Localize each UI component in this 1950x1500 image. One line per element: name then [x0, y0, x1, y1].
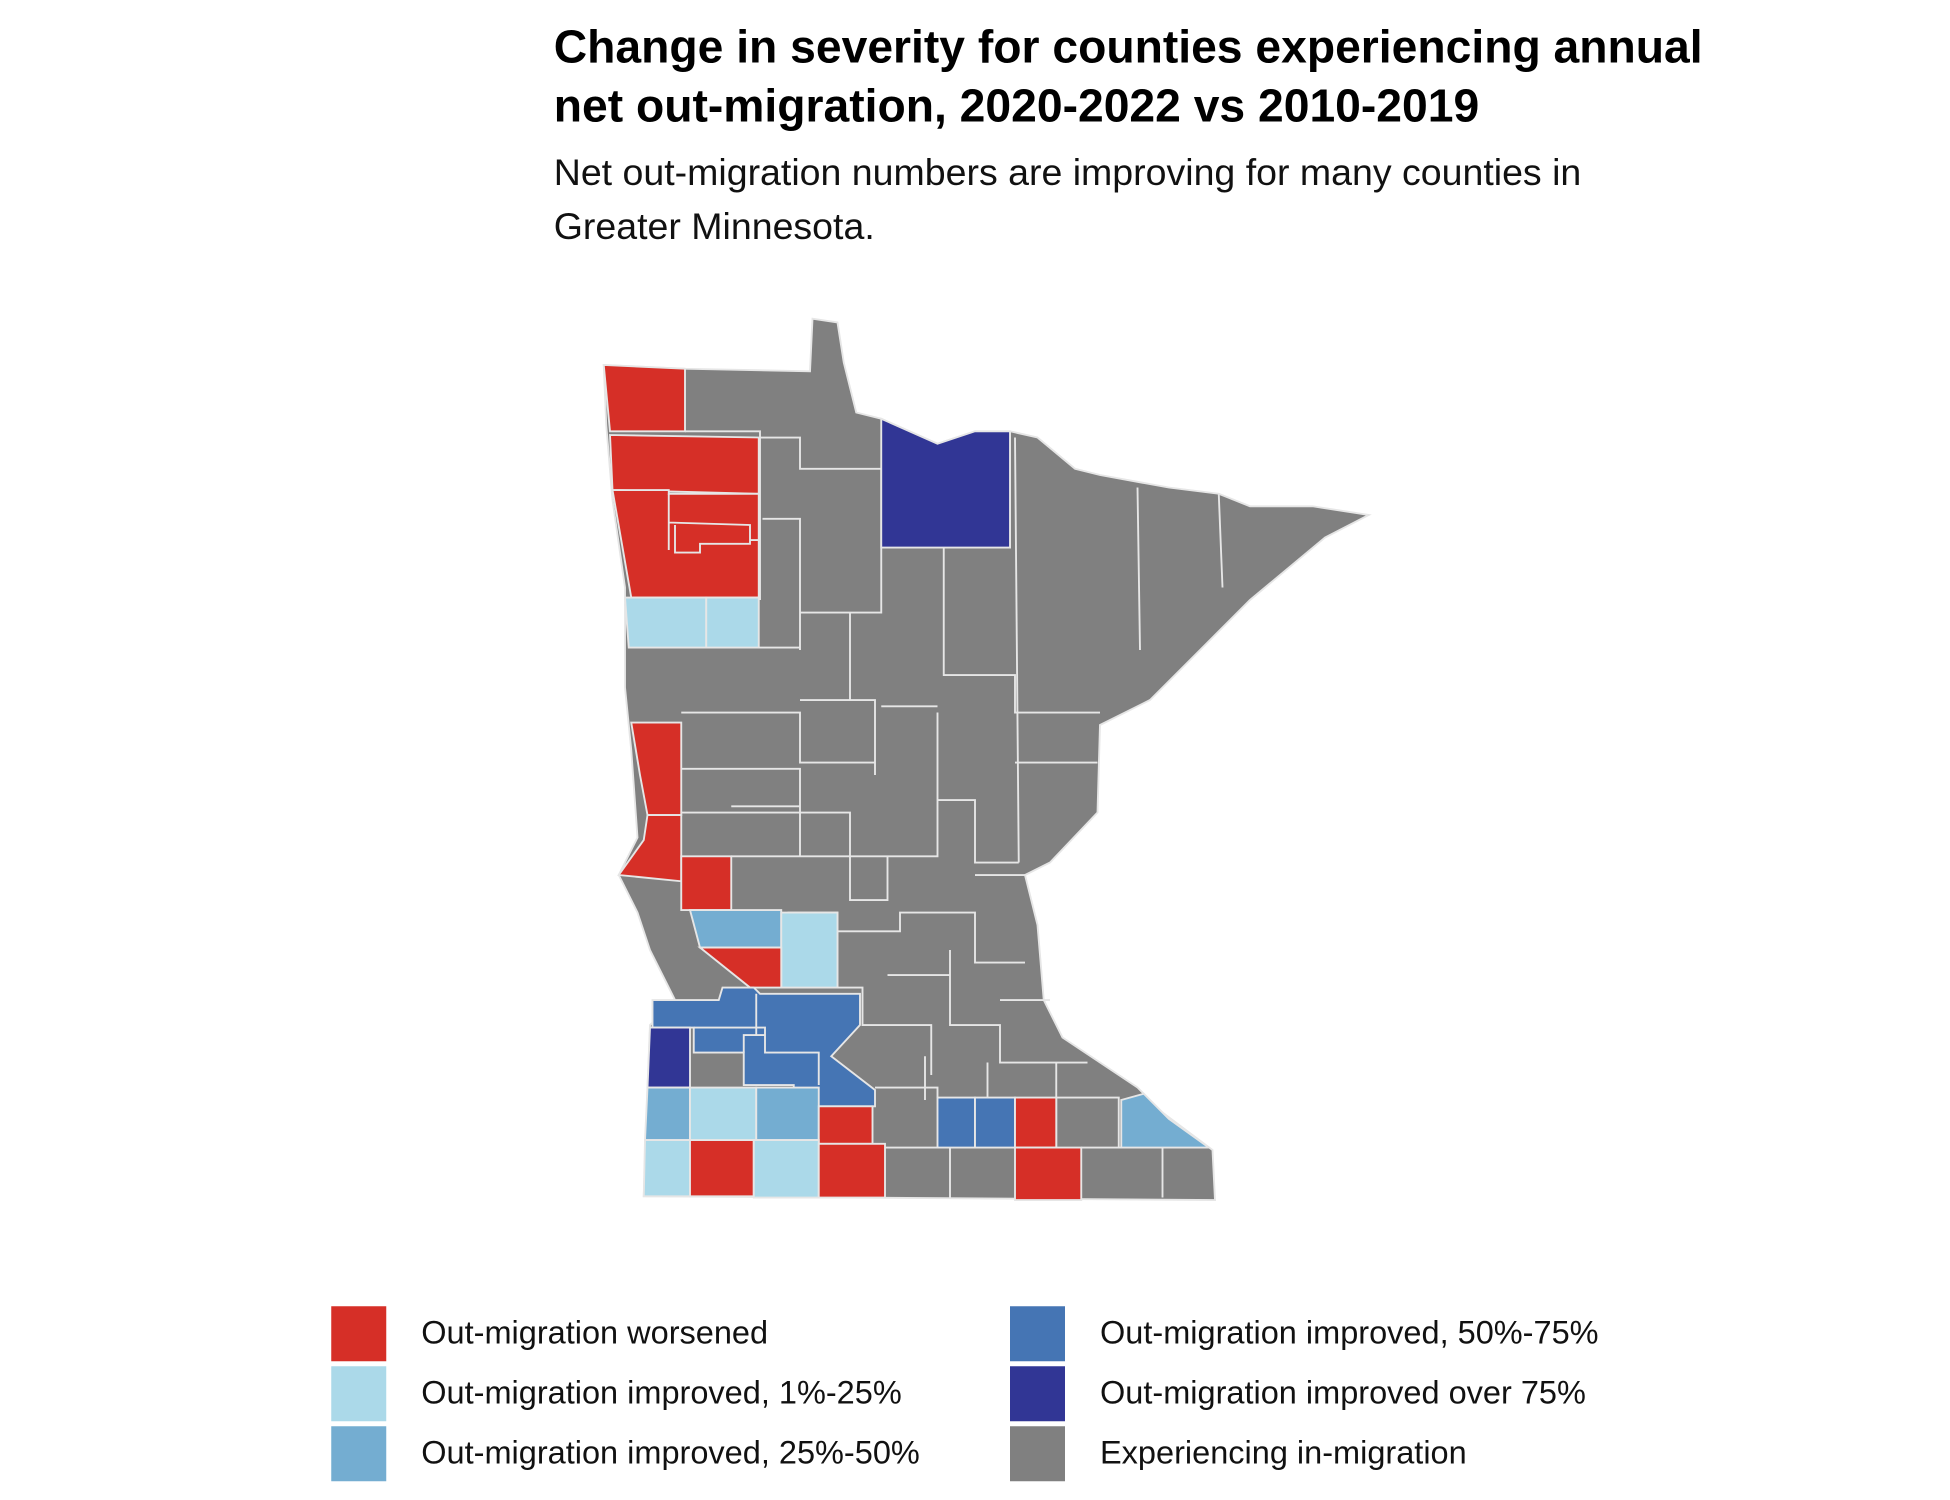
- legend-swatch: [1010, 1366, 1065, 1422]
- county-lines: [681, 430, 1224, 1198]
- legend-label: Out-migration improved, 25%-50%: [421, 1435, 920, 1471]
- legend-label: Out-migration improved, 50%-75%: [1100, 1315, 1599, 1351]
- legend-label: Experiencing in-migration: [1100, 1435, 1467, 1471]
- county: [617, 814, 683, 883]
- county: [697, 946, 783, 989]
- county: [705, 596, 760, 649]
- county: [936, 1096, 976, 1149]
- legend-swatch: [331, 1366, 387, 1422]
- title-line: net out-migration, 2020-2022 vs 2010-201…: [554, 79, 1479, 131]
- county: [1014, 1146, 1083, 1201]
- legend-swatch: [331, 1426, 387, 1482]
- county: [642, 1139, 691, 1198]
- county: [689, 1086, 758, 1141]
- county: [644, 1086, 691, 1141]
- county: [688, 909, 783, 949]
- county: [646, 1026, 691, 1089]
- county: [780, 911, 839, 989]
- county: [689, 1139, 755, 1198]
- county: [602, 364, 686, 433]
- county: [817, 1105, 874, 1145]
- county: [817, 1142, 886, 1199]
- legend-swatch: [331, 1306, 387, 1362]
- county: [752, 1139, 820, 1199]
- county-line: [667, 493, 759, 554]
- subtitle-line: Net out-migration numbers are improving …: [554, 151, 1582, 193]
- map: [602, 317, 1372, 1201]
- county: [609, 434, 760, 495]
- county: [1014, 1096, 1058, 1149]
- subtitle-line: Greater Minnesota.: [554, 205, 875, 247]
- legend-swatch: [1010, 1306, 1065, 1362]
- legend: Out-migration worsened Out-migration impr…: [331, 1306, 1599, 1482]
- title-line: Change in severity for counties experien…: [554, 21, 1703, 73]
- legend-swatch: [1010, 1426, 1065, 1482]
- county: [623, 596, 708, 649]
- county-line: [693, 993, 820, 1085]
- county: [755, 1086, 820, 1141]
- legend-label: Out-migration improved over 75%: [1100, 1375, 1586, 1411]
- legend-label: Out-migration worsened: [421, 1315, 768, 1351]
- legend-label: Out-migration improved, 1%-25%: [421, 1375, 901, 1411]
- county: [974, 1096, 1016, 1149]
- county: [880, 417, 1011, 549]
- county: [680, 855, 733, 911]
- county: [1120, 1092, 1212, 1149]
